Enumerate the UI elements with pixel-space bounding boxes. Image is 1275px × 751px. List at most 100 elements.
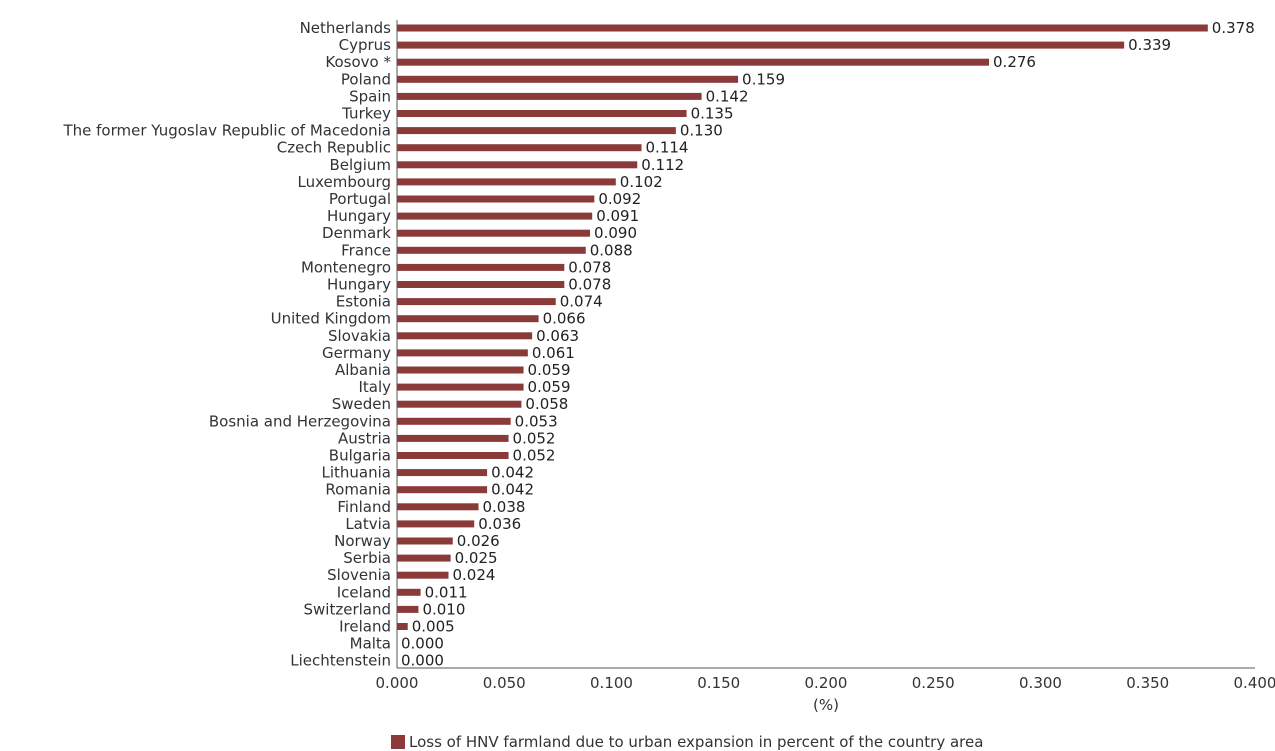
bar (397, 246, 586, 254)
bar (397, 486, 488, 494)
value-label: 0.042 (491, 481, 534, 499)
category-label: United Kingdom (271, 310, 391, 328)
legend-swatch (391, 735, 405, 749)
bar (397, 537, 453, 545)
value-label: 0.074 (560, 293, 603, 311)
category-label: Romania (325, 481, 391, 499)
bar (397, 623, 408, 630)
value-label: 0.102 (620, 173, 663, 191)
category-label: Serbia (343, 549, 391, 567)
value-label: 0.078 (568, 258, 611, 276)
value-label: 0.066 (543, 310, 586, 328)
bar (397, 229, 591, 237)
category-label: Cyprus (339, 36, 392, 54)
bar (397, 144, 642, 152)
value-label: 0.042 (491, 464, 534, 482)
bar (397, 298, 556, 306)
category-label: Albania (335, 361, 391, 379)
bar (397, 178, 616, 186)
value-label: 0.130 (680, 122, 723, 140)
category-label: Estonia (336, 293, 391, 311)
bar (397, 281, 565, 288)
category-label: Finland (337, 498, 391, 516)
bar (397, 417, 511, 425)
category-label: Germany (322, 344, 391, 362)
category-label: Norway (334, 532, 391, 550)
value-label: 0.058 (525, 395, 568, 413)
x-tick-label: 0.200 (805, 674, 848, 692)
x-axis-label: (%) (813, 696, 839, 714)
value-label: 0.059 (528, 378, 571, 396)
bar (397, 41, 1125, 49)
bar (397, 383, 524, 391)
value-label: 0.114 (646, 139, 689, 157)
bar (397, 195, 595, 203)
value-label: 0.025 (455, 549, 498, 567)
bar (397, 332, 533, 340)
value-label: 0.063 (536, 327, 579, 345)
x-axis-ticks: 0.000 0.050 0.100 0.150 0.200 0.250 0.300 0.350… (376, 674, 1275, 692)
bar (397, 520, 475, 528)
category-label: Slovenia (327, 566, 391, 584)
bar (397, 588, 421, 596)
bar (397, 469, 488, 477)
category-label: Switzerland (304, 600, 392, 618)
bar (397, 24, 1208, 32)
value-label: 0.052 (513, 429, 556, 447)
category-label: Bosnia and Herzegovina (209, 412, 391, 430)
category-label: Netherlands (300, 19, 392, 37)
category-label: Austria (338, 429, 391, 447)
bar (397, 366, 524, 374)
x-tick-label: 0.150 (697, 674, 740, 692)
value-label: 0.061 (532, 344, 575, 362)
x-tick-label: 0.400 (1234, 674, 1275, 692)
category-label: Hungary (327, 207, 391, 225)
bar (397, 434, 509, 442)
x-tick-label: 0.350 (1126, 674, 1169, 692)
category-label: Spain (349, 87, 391, 105)
bar (397, 75, 739, 83)
bar (397, 161, 638, 169)
x-tick-label: 0.250 (912, 674, 955, 692)
bar (397, 554, 451, 562)
category-label: Latvia (345, 515, 391, 533)
value-label: 0.092 (598, 190, 641, 208)
bar (397, 263, 565, 271)
bar (397, 503, 479, 511)
category-label: Malta (350, 635, 391, 653)
bar (397, 605, 419, 613)
category-label: Luxembourg (298, 173, 392, 191)
value-label: 0.052 (513, 447, 556, 465)
category-label: Iceland (337, 583, 391, 601)
value-label: 0.059 (528, 361, 571, 379)
value-label: 0.010 (422, 600, 465, 618)
bar (397, 315, 539, 323)
category-label: Poland (341, 70, 391, 88)
value-label: 0.339 (1128, 36, 1171, 54)
category-label: Lithuania (322, 464, 391, 482)
value-label: 0.078 (568, 276, 611, 294)
value-label: 0.088 (590, 241, 633, 259)
value-label: 0.112 (641, 156, 684, 174)
value-label: 0.036 (478, 515, 521, 533)
bar (397, 571, 449, 579)
value-labels: 0.378 0.339 0.276 0.1590.1420.1350.1300.114… (401, 19, 1255, 670)
x-tick-label: 0.100 (590, 674, 633, 692)
category-label: France (341, 241, 391, 259)
bar (397, 110, 687, 117)
category-label: Portugal (329, 190, 391, 208)
x-tick-label: 0.000 (376, 674, 419, 692)
category-label: Czech Republic (277, 139, 391, 157)
value-label: 0.005 (412, 618, 455, 636)
category-label: Slovakia (328, 327, 391, 345)
value-label: 0.011 (425, 583, 468, 601)
legend: Loss of HNV farmland due to urban expans… (391, 733, 983, 751)
value-label: 0.053 (515, 412, 558, 430)
x-tick-label: 0.050 (483, 674, 526, 692)
value-label: 0.090 (594, 224, 637, 242)
value-label: 0.091 (596, 207, 639, 225)
category-label: Belgium (330, 156, 392, 174)
bar (397, 452, 509, 459)
value-label: 0.026 (457, 532, 500, 550)
